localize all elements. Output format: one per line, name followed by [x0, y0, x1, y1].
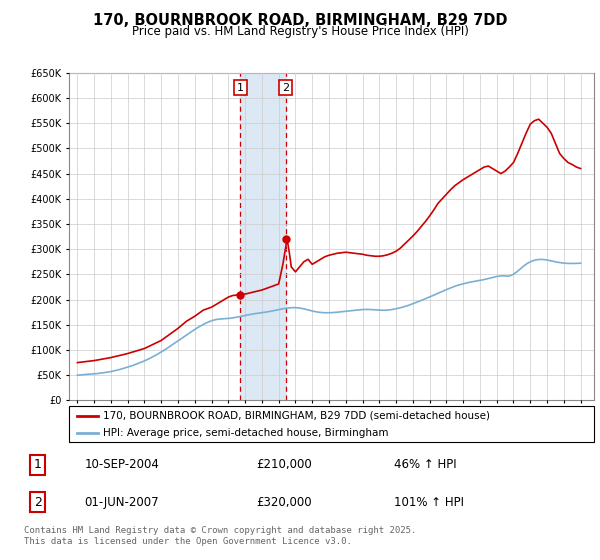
Text: 1: 1 — [237, 83, 244, 92]
Text: £320,000: £320,000 — [256, 496, 311, 509]
Text: 2: 2 — [282, 83, 289, 92]
Text: 170, BOURNBROOK ROAD, BIRMINGHAM, B29 7DD: 170, BOURNBROOK ROAD, BIRMINGHAM, B29 7D… — [93, 13, 507, 29]
Text: HPI: Average price, semi-detached house, Birmingham: HPI: Average price, semi-detached house,… — [103, 428, 389, 438]
Text: 101% ↑ HPI: 101% ↑ HPI — [394, 496, 464, 509]
Text: 170, BOURNBROOK ROAD, BIRMINGHAM, B29 7DD (semi-detached house): 170, BOURNBROOK ROAD, BIRMINGHAM, B29 7D… — [103, 411, 490, 421]
Text: Price paid vs. HM Land Registry's House Price Index (HPI): Price paid vs. HM Land Registry's House … — [131, 25, 469, 38]
Text: Contains HM Land Registry data © Crown copyright and database right 2025.
This d: Contains HM Land Registry data © Crown c… — [24, 526, 416, 546]
Text: 10-SEP-2004: 10-SEP-2004 — [85, 458, 160, 471]
Text: 46% ↑ HPI: 46% ↑ HPI — [394, 458, 457, 471]
Text: 01-JUN-2007: 01-JUN-2007 — [85, 496, 160, 509]
Text: 2: 2 — [34, 496, 42, 509]
Text: £210,000: £210,000 — [256, 458, 311, 471]
Bar — [240, 73, 286, 400]
Text: 1: 1 — [34, 458, 42, 471]
